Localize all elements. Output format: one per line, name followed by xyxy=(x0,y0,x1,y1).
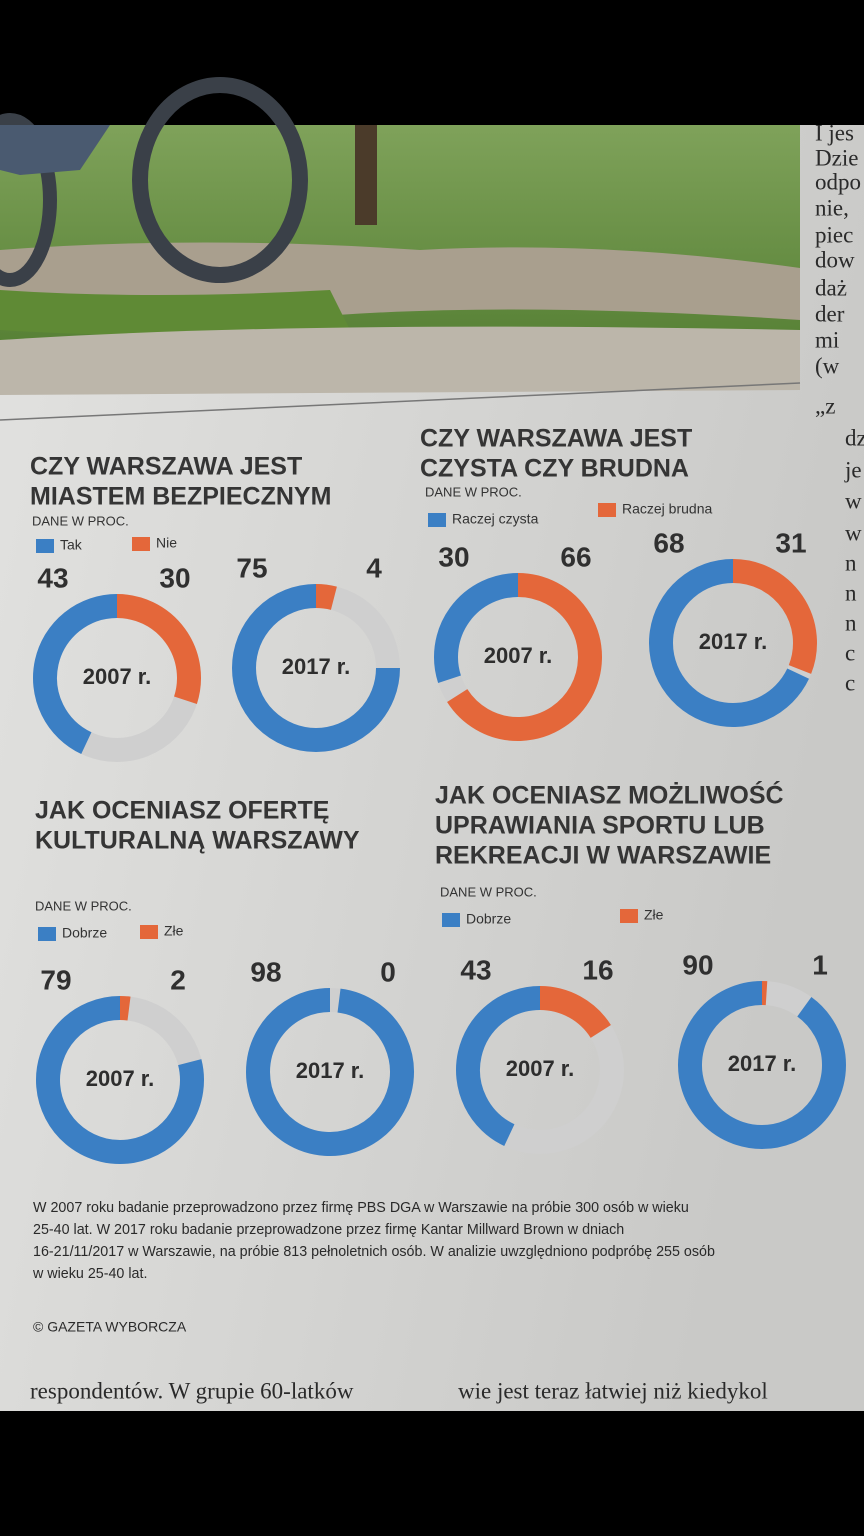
legend-swatch xyxy=(598,503,616,517)
side-text: der xyxy=(815,301,845,326)
legend-swatch xyxy=(38,927,56,941)
chart-title: CZY WARSZAWA JEST xyxy=(420,425,692,453)
footnote: W 2007 roku badanie przeprowadzono przez… xyxy=(33,1200,689,1216)
donut-segment xyxy=(539,986,611,1039)
donut-segment xyxy=(434,573,519,683)
value-label: 90 xyxy=(682,949,713,980)
footnote: 16-21/11/2017 w Warszawie, na próbie 813… xyxy=(33,1244,715,1260)
side-text: I jes xyxy=(815,120,854,145)
photo xyxy=(0,77,800,395)
donut-segment xyxy=(315,584,337,610)
value-label: 68 xyxy=(653,527,684,558)
rule xyxy=(0,382,801,421)
legend-label: Dobrze xyxy=(62,925,107,941)
donut-segment xyxy=(119,996,131,1021)
value-label: 79 xyxy=(40,964,71,995)
value-label: 43 xyxy=(460,954,491,985)
side-text: c xyxy=(845,640,855,665)
legend-label: Złe xyxy=(164,923,184,939)
value-label: 30 xyxy=(438,541,469,572)
side-text: piec xyxy=(815,222,853,247)
copyright: © GAZETA WYBORCZA xyxy=(33,1319,187,1335)
legend-label: Złe xyxy=(644,907,664,923)
chart-title: CZY WARSZAWA JEST xyxy=(30,453,302,481)
value-label: 31 xyxy=(775,527,806,558)
chart-title: KULTURALNĄ WARSZAWY xyxy=(35,827,360,855)
legend-swatch xyxy=(140,925,158,939)
value-label: 43 xyxy=(37,562,68,593)
center-label: 2017 r. xyxy=(282,654,351,679)
chart-title: MIASTEM BEZPIECZNYM xyxy=(30,483,331,511)
legend-label: Raczej czysta xyxy=(452,511,539,527)
donut-segment xyxy=(245,988,414,1156)
chart-title: CZYSTA CZY BRUDNA xyxy=(420,455,689,483)
center-label: 2007 r. xyxy=(484,643,553,668)
side-text: nie, xyxy=(815,195,849,220)
side-text: dz xyxy=(845,425,864,450)
center-label: 2007 r. xyxy=(86,1066,155,1091)
donut-segment xyxy=(116,594,201,704)
legend-label: Dobrze xyxy=(466,911,511,927)
legend-swatch xyxy=(36,539,54,553)
value-label: 75 xyxy=(236,552,267,583)
chart-title: REKREACJI W WARSZAWIE xyxy=(435,842,771,870)
center-label: 2007 r. xyxy=(83,664,152,689)
donut-segment xyxy=(447,573,602,741)
donut-segment xyxy=(678,981,846,1149)
legend-swatch xyxy=(428,513,446,527)
legend-swatch xyxy=(132,537,150,551)
value-label: 66 xyxy=(560,541,591,572)
side-text: w xyxy=(845,488,862,513)
value-label: 30 xyxy=(159,562,190,593)
side-text: n xyxy=(845,610,857,635)
bottom-text: respondentów. W grupie 60-latków xyxy=(30,1378,354,1403)
value-label: 1 xyxy=(812,949,828,980)
donut-segment xyxy=(732,559,817,674)
donut-segment xyxy=(36,996,204,1164)
side-text: Dzie xyxy=(815,145,858,170)
donut-segment xyxy=(456,986,541,1147)
chart-title: JAK OCENIASZ OFERTĘ xyxy=(35,797,329,825)
value-label: 0 xyxy=(380,956,396,987)
center-label: 2017 r. xyxy=(699,629,768,654)
side-text: w xyxy=(845,520,862,545)
center-label: 2007 r. xyxy=(506,1056,575,1081)
side-text: n xyxy=(845,580,857,605)
footnote: 25-40 lat. W 2017 roku badanie przeprowa… xyxy=(33,1222,624,1238)
value-label: 4 xyxy=(366,552,382,583)
subtitle: DANE W PROC. xyxy=(425,484,522,499)
chart-title: UPRAWIANIA SPORTU LUB xyxy=(435,812,765,840)
side-text: odpo xyxy=(815,169,861,194)
side-text: (w xyxy=(815,353,840,378)
center-label: 2017 r. xyxy=(728,1051,797,1076)
center-label: 2017 r. xyxy=(296,1058,365,1083)
side-text: c xyxy=(845,670,855,695)
legend-swatch xyxy=(620,909,638,923)
value-label: 98 xyxy=(250,956,281,987)
legend-label: Tak xyxy=(60,537,83,553)
footnote: w wieku 25-40 lat. xyxy=(32,1266,147,1282)
side-text: mi xyxy=(815,327,839,352)
subtitle: DANE W PROC. xyxy=(440,884,537,899)
donut-segment xyxy=(649,559,809,727)
side-text: n xyxy=(845,550,857,575)
bottom-text: wie jest teraz łatwiej niż kiedykol xyxy=(458,1378,768,1403)
legend-label: Nie xyxy=(156,535,177,551)
donut-segment xyxy=(232,584,400,752)
subtitle: DANE W PROC. xyxy=(32,513,129,528)
chart-title: JAK OCENIASZ MOŻLIWOŚĆ xyxy=(435,780,784,810)
donut-segment xyxy=(33,594,118,754)
legend-label: Raczej brudna xyxy=(622,501,712,517)
side-text: dow xyxy=(815,247,855,272)
value-label: 16 xyxy=(582,954,613,985)
side-text: „z xyxy=(815,393,835,418)
side-text: je xyxy=(844,457,862,482)
value-label: 2 xyxy=(170,964,186,995)
legend-swatch xyxy=(442,913,460,927)
side-text: daż xyxy=(815,275,847,300)
subtitle: DANE W PROC. xyxy=(35,898,132,913)
